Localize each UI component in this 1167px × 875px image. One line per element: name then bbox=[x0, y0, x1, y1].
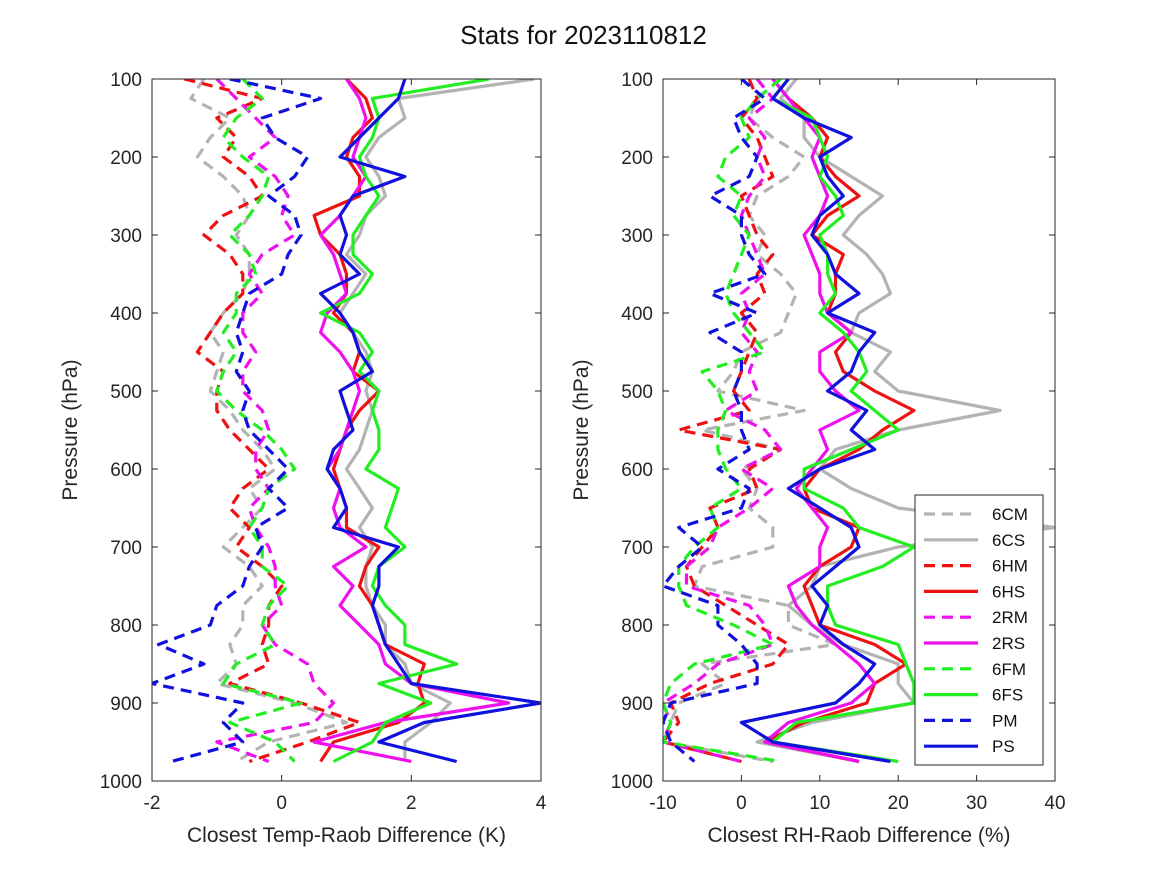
y-tick-label: 200 bbox=[110, 148, 142, 169]
series-line-6hm bbox=[663, 79, 791, 764]
series-line-6hs bbox=[763, 79, 916, 764]
legend-label-2rs: 2RS bbox=[992, 634, 1025, 653]
legend-label-6hm: 6HM bbox=[992, 557, 1028, 576]
y-tick-label: 600 bbox=[621, 460, 653, 481]
series-line-ps bbox=[739, 79, 891, 764]
y-tick-label: 700 bbox=[110, 538, 142, 559]
x-axis-label: Closest RH-Raob Difference (%) bbox=[707, 824, 1010, 847]
axes-box bbox=[151, 78, 542, 782]
y-tick-label: 1000 bbox=[100, 772, 142, 793]
series-line-6cm bbox=[663, 79, 838, 764]
series-line-6fs bbox=[319, 79, 490, 763]
legend-label-6cs: 6CS bbox=[992, 531, 1025, 550]
y-tick-label: 100 bbox=[110, 70, 142, 91]
x-tick-label: -10 bbox=[649, 793, 676, 814]
y-tick-label: 300 bbox=[621, 226, 653, 247]
y-tick-label: 400 bbox=[621, 304, 653, 325]
series-line-6fs bbox=[771, 79, 916, 764]
y-tick-label: 900 bbox=[621, 694, 653, 715]
legend-label-6cm: 6CM bbox=[992, 505, 1028, 524]
series-line-6hm bbox=[184, 79, 362, 764]
y-tick-label: 800 bbox=[621, 616, 653, 637]
y-tick-label: 1000 bbox=[611, 772, 653, 793]
y-tick-label: 900 bbox=[110, 694, 142, 715]
x-tick-label: 0 bbox=[736, 793, 747, 814]
legend-label-2rm: 2RM bbox=[992, 608, 1028, 627]
legend: 6CM 6CS 6HM 6HS 2RM 2RS 6FM 6FS PM PS bbox=[914, 494, 1044, 766]
chart-panel-2: -10 0 10 20 30 40 100 200 300 400 500 600 700 800 900 1… bbox=[570, 70, 1066, 847]
x-axis-label: Closest Temp-Raob Difference (K) bbox=[187, 824, 506, 847]
y-tick-label: 500 bbox=[110, 382, 142, 403]
series-group bbox=[152, 79, 541, 764]
y-axis-label: Pressure (hPa) bbox=[59, 359, 82, 500]
y-axis-label: Pressure (hPa) bbox=[570, 359, 593, 500]
y-tick-label: 100 bbox=[621, 70, 653, 91]
legend-label-6fs: 6FS bbox=[992, 686, 1023, 705]
y-tick-label: 700 bbox=[621, 538, 653, 559]
x-tick-label: 30 bbox=[966, 793, 987, 814]
x-tick-label: 0 bbox=[276, 793, 287, 814]
legend-label-6hs: 6HS bbox=[992, 582, 1025, 601]
legend-label-ps: PS bbox=[992, 737, 1015, 756]
x-tick-label: 4 bbox=[536, 793, 547, 814]
series-line-2rm bbox=[215, 79, 336, 763]
legend-label-6fm: 6FM bbox=[992, 660, 1026, 679]
axes-box bbox=[662, 78, 1056, 782]
series-line-6cm bbox=[189, 79, 349, 763]
series-line-ps bbox=[319, 79, 541, 764]
series-line-2rs bbox=[763, 79, 877, 764]
x-tick-label: 40 bbox=[1044, 793, 1065, 814]
y-tick-label: 800 bbox=[110, 616, 142, 637]
series-line-pm bbox=[663, 79, 767, 763]
series-line-6cs bbox=[755, 79, 1055, 764]
series-line-6fm bbox=[663, 79, 782, 764]
x-tick-label: -2 bbox=[144, 793, 161, 814]
legend-label-pm: PM bbox=[992, 711, 1018, 730]
x-tick-label: 2 bbox=[406, 793, 417, 814]
x-tick-label: 10 bbox=[809, 793, 830, 814]
x-tick-label: 20 bbox=[888, 793, 909, 814]
series-line-pm bbox=[152, 79, 323, 764]
y-tick-label: 500 bbox=[621, 382, 653, 403]
series-line-6fm bbox=[215, 79, 303, 763]
y-tick-label: 400 bbox=[110, 304, 142, 325]
y-tick-label: 600 bbox=[110, 460, 142, 481]
chart-panel-1: -2 0 2 4 100 200 300 400 500 600 700 800 900 1000 Clos… bbox=[59, 70, 547, 847]
figure-title: Stats for 2023110812 bbox=[460, 20, 707, 50]
y-tick-label: 200 bbox=[621, 148, 653, 169]
series-group bbox=[663, 79, 1055, 764]
y-tick-label: 300 bbox=[110, 226, 142, 247]
